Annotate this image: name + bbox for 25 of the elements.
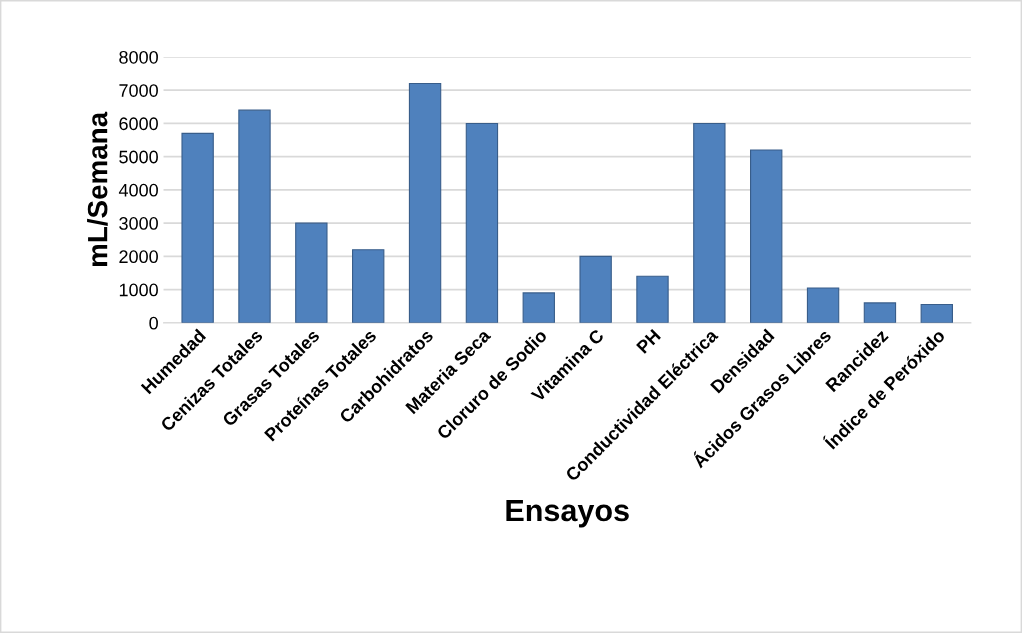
- bar: [863, 302, 897, 323]
- y-tick-label: 0: [149, 316, 158, 330]
- y-tick-label: 5000: [119, 150, 158, 164]
- bar: [181, 132, 214, 323]
- y-tick-label: 7000: [119, 84, 158, 97]
- bar: [693, 122, 726, 323]
- bar: [408, 83, 442, 323]
- bar: [465, 122, 499, 323]
- bar: [636, 275, 669, 323]
- y-tick-label: 8000: [119, 50, 158, 64]
- bar: [238, 109, 271, 323]
- bar: [750, 149, 783, 323]
- y-tick-label: 2000: [119, 250, 158, 264]
- x-axis-title: Ensayos: [506, 500, 629, 528]
- y-tick-label: 6000: [119, 117, 158, 131]
- y-axis-title: mL/Semana: [87, 111, 108, 267]
- y-tick-label: 3000: [119, 217, 158, 230]
- bar: [806, 287, 840, 323]
- bar: [295, 222, 328, 323]
- y-tick-label: 4000: [118, 183, 158, 197]
- bar: [352, 249, 385, 323]
- bar: [920, 303, 953, 323]
- bar: [579, 255, 612, 323]
- bar: [522, 292, 555, 323]
- y-tick-label: 1000: [119, 283, 158, 297]
